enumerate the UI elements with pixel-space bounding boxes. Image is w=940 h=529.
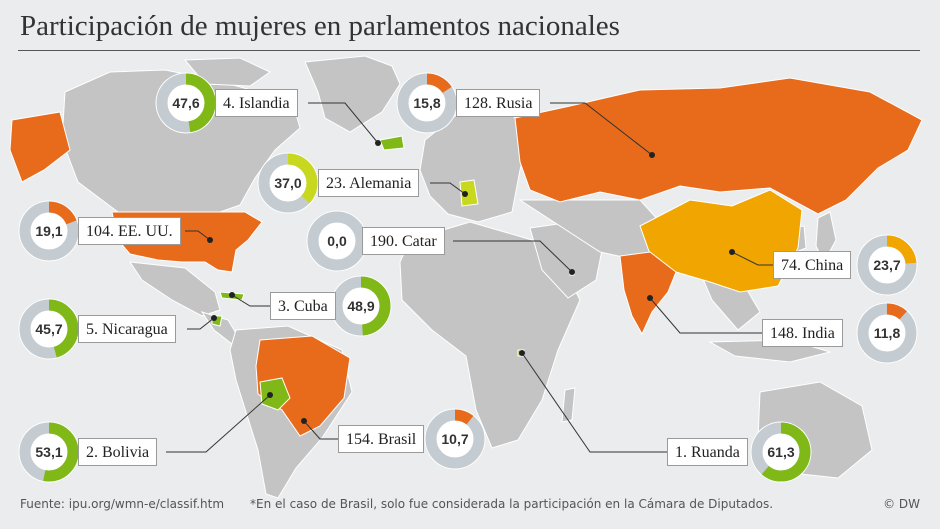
label-bolivia: 2. Bolivia [78,438,158,466]
leader-rusia [550,102,653,156]
leader-india [649,297,762,334]
leader-china [731,251,773,266]
country-russia [514,77,923,215]
value-catar: 0,0 [327,233,347,249]
value-islandia: 47,6 [172,95,200,111]
country-brasil [255,335,351,437]
value-alemania: 37,0 [274,175,302,191]
ring-arc-alemania [258,153,318,213]
leader-catar [453,240,573,273]
leader-ruanda [521,352,667,453]
value-cuba: 48,9 [347,298,375,314]
ring-arc-nicaragua [19,299,79,359]
country-germany [459,179,479,207]
country-india [619,251,677,336]
dot-ruanda [519,350,525,356]
label-catar: 190. Catar [362,227,445,255]
label-alemania: 23. Alemania [318,169,420,197]
leader-alemania [430,182,466,195]
dot-brasil [301,418,307,424]
label-india: 148. India [762,319,843,347]
ring-arc-ee-uu- [19,201,79,261]
value-india: 11,8 [873,325,901,341]
value-brasil: 10,7 [441,431,469,447]
leader-bolivia [166,394,271,453]
dot-alemania [462,191,468,197]
ring-arc-brasil [425,409,485,469]
leader-islandia [308,102,379,144]
value-china: 23,7 [873,257,901,273]
ring-arc-india [857,303,917,363]
country-bolivia [259,377,291,411]
leader-dots [207,140,735,424]
leader-brasil [303,420,338,440]
dot-india [647,295,653,301]
label-rusia: 128. Rusia [456,89,541,117]
ring-arc-china [857,235,917,295]
footer: Fuente: ipu.org/wmn-e/classif.htm *En el … [20,497,773,511]
value-bolivia: 53,1 [35,444,63,460]
ring-arc-rusia [397,73,457,133]
dot-islandia [375,140,381,146]
value-rusia: 15,8 [413,95,441,111]
source-text: Fuente: ipu.org/wmn-e/classif.htm [20,497,225,511]
dot-cuba [229,292,235,298]
dot-bolivia [267,392,273,398]
leader-nicaragua [187,317,215,330]
country-alaska [9,111,71,183]
label-cuba: 3. Cuba [270,292,336,320]
ring-track-catar [307,211,367,271]
label-islandia: 4. Islandia [215,89,298,117]
leader-cuba [231,294,270,307]
leader-eeuu [185,230,211,241]
land-masses [61,55,873,499]
leader-lines [166,102,773,453]
copyright: © DW [883,497,920,511]
dot-rusia [649,152,655,158]
highlighted-countries [9,77,923,437]
land-mexico [128,261,221,317]
label-brasil: 154. Brasil [338,425,425,453]
dot-nicaragua [211,315,217,321]
chart-title: Participación de mujeres en parlamentos … [20,10,620,42]
footnote-text: *En el caso de Brasil, solo fue consider… [250,497,774,511]
ring-arc-ruanda [751,422,811,482]
dot-catar [569,269,575,275]
title-rule [18,50,920,51]
donut-rings [18,72,918,483]
country-iceland [379,135,405,151]
ring-arc-bolivia [19,422,79,482]
dot-eeuu [207,237,213,243]
dot-china [729,249,735,255]
ring-arc-islandia [156,73,216,133]
label-nicaragua: 5. Nicaragua [78,315,176,343]
land-greenland [304,55,401,133]
label-eeuu: 104. EE. UU. [78,217,181,245]
label-ruanda: 1. Ruanda [667,438,748,466]
value-ruanda: 61,3 [767,444,795,460]
value-eeuu: 19,1 [35,223,63,239]
value-nicaragua: 45,7 [35,321,63,337]
label-china: 74. China [773,251,852,279]
ring-arc-cuba [331,276,391,336]
land-madagascar [561,387,576,423]
